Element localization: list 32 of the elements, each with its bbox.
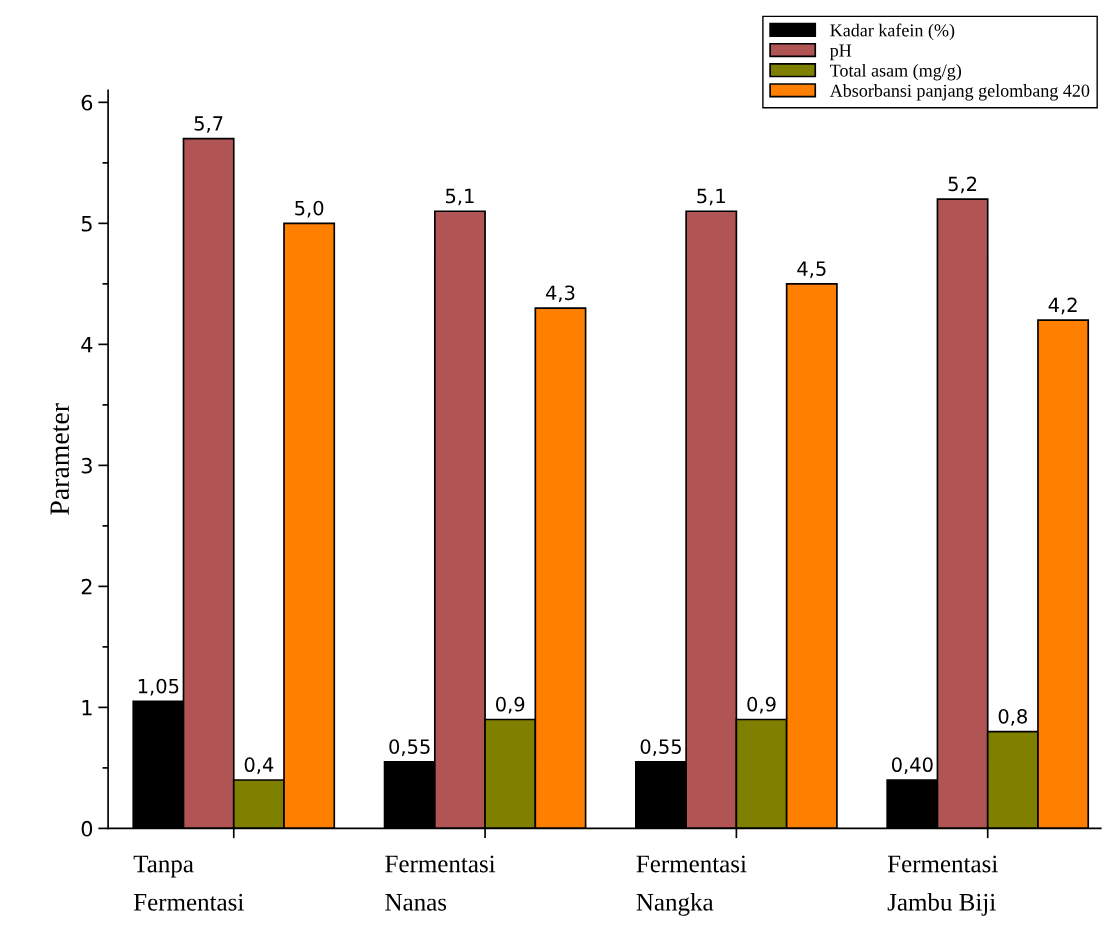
y-tick-label: 4 <box>81 337 93 353</box>
data-label: 0,55 <box>389 739 430 756</box>
data-label: 4,2 <box>1048 297 1077 315</box>
y-tick-label: 1 <box>82 700 92 716</box>
data-label: 4,5 <box>797 261 826 278</box>
data-label: 0,55 <box>640 739 681 756</box>
x-tick-label: Fermentasi Jambu Biji <box>887 855 998 916</box>
data-label: 0,9 <box>496 696 525 714</box>
data-label: 1,05 <box>138 678 179 696</box>
x-tick-label: Fermentasi Nanas <box>385 855 496 911</box>
legend-label: Kadar kafein (%) <box>830 23 955 41</box>
data-label: 5,7 <box>194 116 223 133</box>
y-tick-label: 6 <box>81 94 93 111</box>
legend-label: Total asam (mg/g) <box>830 63 962 81</box>
x-tick-label: Tanpa Fermentasi <box>133 855 244 911</box>
y-axis-title: Parameter <box>50 403 70 515</box>
data-label: 0,40 <box>891 757 933 775</box>
data-label: 0,8 <box>998 708 1027 726</box>
x-tick-label: Fermentasi Nangka <box>636 855 747 916</box>
y-tick-label: 5 <box>81 216 92 232</box>
data-label: 0,4 <box>244 757 274 775</box>
y-tick-label: 0 <box>81 820 93 837</box>
legend-label: pH <box>829 44 852 61</box>
legend-label: Absorbansi panjang gelombang 420 <box>829 84 1090 101</box>
data-label: 5,1 <box>697 188 725 206</box>
data-label: 5,0 <box>295 200 324 218</box>
data-label: 5,1 <box>445 188 474 206</box>
data-label: 4,3 <box>545 285 575 303</box>
data-label: 0,9 <box>747 696 776 714</box>
data-label: 5,2 <box>948 176 977 194</box>
y-tick-label: 3 <box>81 457 92 474</box>
y-tick-label: 2 <box>81 578 92 595</box>
